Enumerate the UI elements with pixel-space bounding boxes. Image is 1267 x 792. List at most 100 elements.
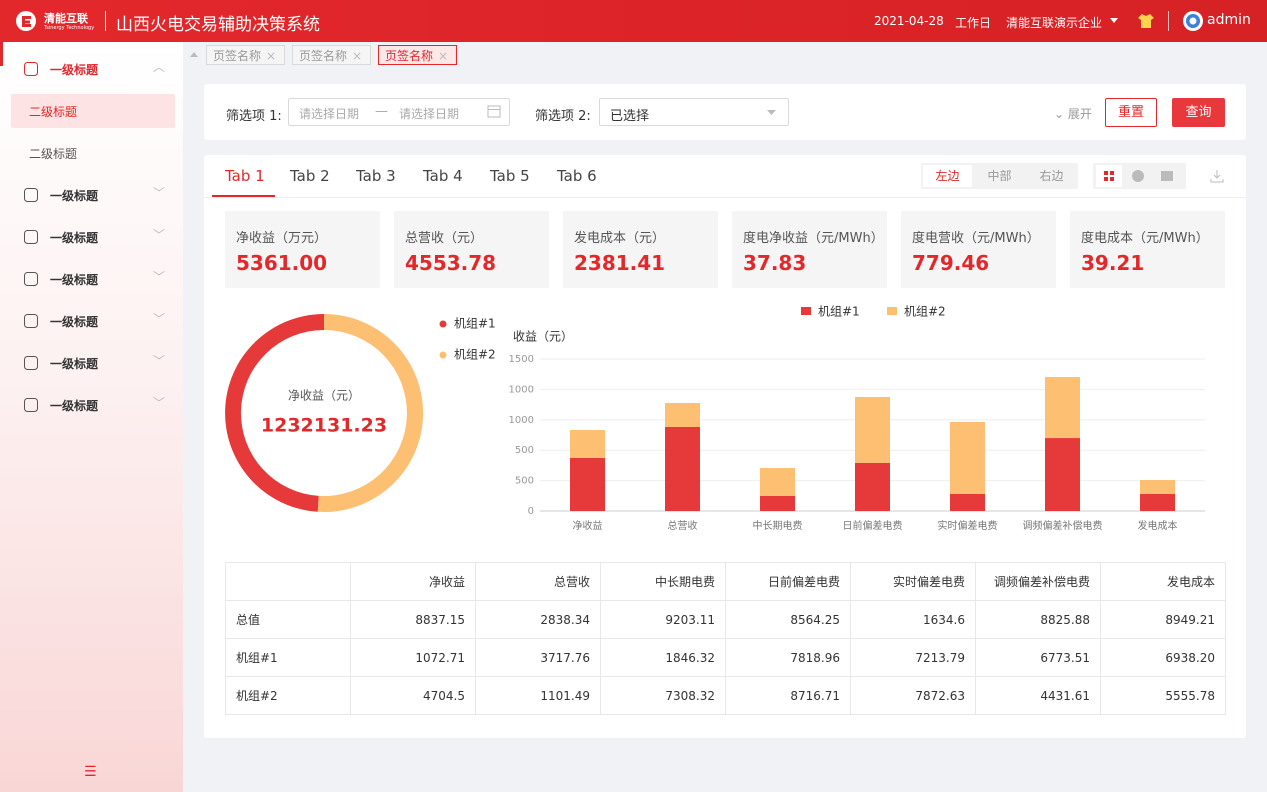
kpi-value: 4553.78 [405, 251, 497, 275]
tab[interactable]: Tab 5 [490, 167, 530, 185]
donut-center-label: 净收益（元） [288, 389, 360, 403]
tags-caret[interactable] [190, 52, 198, 58]
table-cell: 4431.61 [975, 676, 1101, 715]
tag[interactable]: 页签名称 × [206, 45, 285, 65]
username[interactable]: admin [1207, 12, 1251, 28]
table-cell: 9203.11 [600, 600, 726, 639]
kpi-card: 度电营收（元/MWh） 779.46 [901, 211, 1056, 288]
table-cell: 1072.71 [350, 638, 476, 677]
header-cell: 实时偏差电费 [850, 562, 976, 601]
row-label: 总值 [225, 600, 351, 639]
company-select[interactable]: 清能互联演示企业 [1006, 16, 1103, 30]
divider [1168, 11, 1169, 31]
menu-icon [24, 314, 38, 328]
logo-icon [16, 11, 36, 31]
date-range-picker[interactable] [288, 98, 510, 126]
day-type: 工作日 [955, 16, 992, 30]
icon-shape [24, 356, 38, 370]
table-cell: 7872.63 [850, 676, 976, 715]
grid-view-icon[interactable] [1096, 165, 1122, 187]
header-cell [225, 562, 351, 601]
download-icon[interactable] [1210, 169, 1224, 183]
tag-close[interactable]: × [352, 49, 363, 63]
submenu-item[interactable]: 二级标题 [29, 105, 78, 119]
table-cell: 8716.71 [725, 676, 851, 715]
tag-label: 页签名称 [299, 49, 348, 63]
header-cell: 中长期电费 [600, 562, 726, 601]
menu-item[interactable]: 一级标题 [50, 273, 99, 287]
avatar[interactable] [1182, 10, 1204, 32]
tab[interactable]: Tab 3 [356, 167, 396, 185]
icon-shape [24, 314, 38, 328]
select[interactable] [599, 98, 789, 126]
menu-item[interactable]: 一级标题 [50, 399, 99, 413]
menu-item[interactable]: 一级标题 [50, 231, 99, 245]
kpi-label: 总营收（元） [405, 231, 484, 246]
chevron: ︿ [153, 60, 166, 74]
chart-view-icon[interactable] [1131, 169, 1145, 183]
expand-toggle[interactable]: ⌄ 展开 [1054, 107, 1092, 121]
tag-close[interactable]: × [438, 49, 449, 63]
tab[interactable]: Tab 1 [225, 167, 265, 185]
row-label: 机组#1 [225, 638, 351, 677]
submenu-item[interactable]: 二级标题 [29, 147, 78, 161]
kpi-value: 2381.41 [574, 251, 666, 275]
kpi-label: 度电净收益（元/MWh） [743, 231, 884, 246]
table-view-icon[interactable] [1160, 169, 1174, 183]
toggle-option[interactable]: 左边 [923, 165, 972, 187]
bar-segment [950, 493, 985, 511]
table-cell: 7308.32 [600, 676, 726, 715]
active-indicator [0, 42, 3, 66]
collapse-button[interactable]: ☰ [84, 764, 97, 780]
logo-text: 清能互联 [44, 12, 88, 25]
toggle-option[interactable]: 右边 [1039, 169, 1064, 183]
table-cell: 2838.34 [475, 600, 601, 639]
icon-shape [24, 398, 38, 412]
menu-item[interactable]: 一级标题 [50, 315, 99, 329]
theme-icon[interactable] [1138, 13, 1154, 28]
expand-text: 展开 [1067, 107, 1092, 121]
bar-segment [855, 397, 890, 463]
menu-item[interactable]: 一级标题 [50, 189, 99, 203]
data-table: 净收益 总营收 中长期电费 日前偏差电费 实时偏差电费 调频偏差补偿电费 发电成本 总值 883… [225, 562, 1226, 715]
kpi-label: 净收益（万元） [236, 231, 328, 246]
tab[interactable]: Tab 2 [290, 167, 330, 185]
tab-indicator [212, 195, 275, 197]
tag[interactable]: 页签名称 × [292, 45, 371, 65]
y-tick-label: 0 [528, 506, 534, 517]
kpi-card: 净收益（万元） 5361.00 [225, 211, 380, 288]
view-toggle [1093, 163, 1186, 189]
menu-item[interactable]: 一级标题 [50, 63, 99, 77]
tab[interactable]: Tab 4 [423, 167, 463, 185]
query-button[interactable]: 查询 [1172, 98, 1225, 127]
table-cell: 3717.76 [475, 638, 601, 677]
toggle-option[interactable]: 中部 [987, 169, 1012, 183]
tab[interactable]: Tab 6 [557, 167, 597, 185]
caret [767, 110, 776, 115]
separator: — [375, 104, 388, 119]
calendar-icon [487, 105, 501, 118]
kpi-card: 度电净收益（元/MWh） 37.83 [732, 211, 887, 288]
chevron: ﹀ [153, 396, 166, 410]
table-header: 净收益 总营收 中长期电费 日前偏差电费 实时偏差电费 调频偏差补偿电费 发电成本 [225, 562, 1226, 601]
table-cell: 6773.51 [975, 638, 1101, 677]
icon-shape [24, 272, 38, 286]
bar-segment [570, 458, 605, 511]
kpi-card: 总营收（元） 4553.78 [394, 211, 549, 288]
reset-button[interactable]: 重置 [1105, 98, 1157, 127]
menu-item[interactable]: 一级标题 [50, 357, 99, 371]
header-cell: 净收益 [350, 562, 476, 601]
table-cell: 8825.88 [975, 600, 1101, 639]
tag[interactable]: 页签名称 × [378, 45, 457, 65]
chevron: ﹀ [153, 228, 166, 242]
divider [105, 11, 106, 31]
tag-close[interactable]: × [266, 49, 277, 63]
row-label: 机组#2 [225, 676, 351, 715]
legend-label: 机组#1 [454, 317, 496, 331]
table-row: 机组#1 1072.71 3717.76 1846.32 7818.96 7213.79 6… [225, 638, 1226, 677]
filter-label: 筛选项 1: [226, 109, 282, 124]
donut-slice [225, 314, 324, 512]
bar-segment [760, 468, 795, 497]
kpi-value: 779.46 [912, 251, 990, 275]
